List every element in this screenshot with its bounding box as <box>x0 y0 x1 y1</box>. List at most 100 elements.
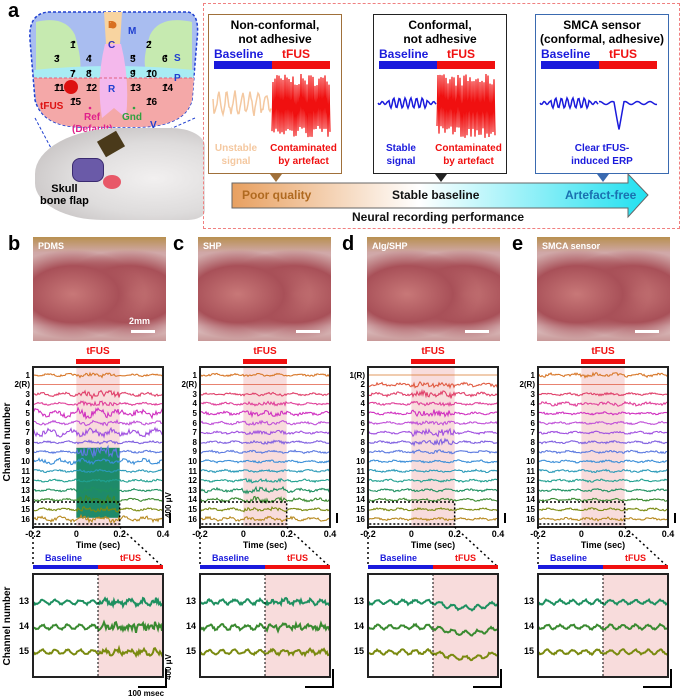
channel-label: 8 <box>25 437 30 447</box>
tfus-label: tFUS <box>287 553 308 563</box>
channel-trace <box>537 420 669 426</box>
panel-label: d <box>342 233 355 255</box>
tfus-label: tFUS <box>253 346 277 357</box>
channel-label: 13 <box>356 485 365 495</box>
region-label: P <box>174 73 181 84</box>
channel-trace <box>32 644 164 659</box>
channel-label: 1 <box>25 370 30 380</box>
channel-trace <box>537 622 669 632</box>
zoom-plot <box>537 573 669 678</box>
channel-trace <box>32 505 164 513</box>
tfus-label: tFUS <box>282 47 310 61</box>
channel-label: 5 <box>530 408 535 418</box>
channel-trace <box>32 406 164 420</box>
gnd-label: Gnd <box>122 112 142 123</box>
electrode-label: 16 <box>146 97 158 108</box>
channel-label: 6 <box>25 418 30 428</box>
tfus-bar <box>265 565 330 569</box>
scale-bar <box>131 330 155 333</box>
channel-label: 11 <box>356 466 365 476</box>
channel-trace <box>367 449 499 455</box>
electrode-label: 15 <box>70 97 82 108</box>
baseline-label: Baseline <box>550 553 588 563</box>
voltage-scale-bar <box>169 513 171 523</box>
channel-trace <box>367 459 499 464</box>
channel-trace <box>537 430 669 435</box>
electrode-dot <box>88 54 92 58</box>
time-scale-bar <box>138 686 165 688</box>
ref-label: Ref <box>84 112 101 123</box>
brain-photo <box>198 237 331 341</box>
channel-trace <box>367 478 499 483</box>
x-axis-label: Time (sec) <box>75 540 121 550</box>
voltage-scale-bar <box>500 669 502 688</box>
channel-trace <box>367 468 499 474</box>
case-title: SMCA sensor (conformal, adhesive) <box>539 18 665 46</box>
tfus-label: tFUS <box>609 47 637 61</box>
channel-label: 9 <box>192 447 197 457</box>
arrow-caption: Neural recording performance <box>352 210 525 224</box>
y-axis-label: Channel number <box>2 402 13 482</box>
channel-label: 2(R) <box>519 380 535 390</box>
baseline-bar <box>33 565 98 569</box>
zoom-connector <box>199 526 331 568</box>
electrode-label: 7 <box>70 69 76 80</box>
x-tick-label: 0.4 <box>323 529 337 539</box>
channel-label: 12 <box>526 476 535 486</box>
channel-label: 6 <box>192 418 197 428</box>
pointer-triangle <box>435 174 447 182</box>
channel-trace <box>537 459 669 464</box>
channel-trace <box>32 478 164 483</box>
electrode-dot <box>132 69 136 73</box>
channel-trace <box>32 426 164 439</box>
channel-label: 14 <box>356 495 365 505</box>
channel-trace <box>199 449 331 455</box>
rat-eye <box>103 175 121 189</box>
electrode-dot <box>88 83 92 87</box>
channel-label: 14 <box>18 621 29 631</box>
voltage-scale-bar <box>336 513 338 523</box>
channel-trace <box>32 457 164 466</box>
channel-label: 10 <box>21 456 30 466</box>
zoom-plot <box>32 573 164 678</box>
tfus-spot <box>64 80 78 94</box>
tfus-shade <box>411 367 455 527</box>
x-axis-label: Time (sec) <box>410 540 456 550</box>
channel-label: 14 <box>523 621 534 631</box>
channel-label: 14 <box>185 621 196 631</box>
channel-trace <box>537 400 669 407</box>
channel-trace <box>32 444 164 459</box>
pointer-triangle <box>270 174 282 182</box>
trace-plot <box>537 366 669 528</box>
channel-trace <box>199 515 331 523</box>
region-S-left <box>36 20 81 72</box>
tfus-bar <box>581 359 625 364</box>
electrode-dot <box>56 54 60 58</box>
channel-label: 9 <box>25 447 30 457</box>
electrode-dot <box>148 69 152 73</box>
channel-trace <box>537 371 669 379</box>
electrode-label: 11 <box>54 83 65 94</box>
skull-label: Skull bone flap <box>40 183 89 207</box>
arrow-left-label: Poor quality <box>242 188 312 202</box>
tfus-bar <box>411 359 455 364</box>
channel-label: 5 <box>25 408 30 418</box>
channel-label: 9 <box>360 447 365 457</box>
arrow-middle-label: Stable baseline <box>392 188 480 202</box>
voltage-scale-bar <box>504 513 506 523</box>
zoom-region <box>32 501 121 525</box>
channel-trace <box>199 485 331 495</box>
electrode-label: 3 <box>54 54 60 65</box>
scale-bar <box>635 330 659 333</box>
note-right: Contaminated by artefact <box>435 143 502 167</box>
channel-trace <box>199 410 331 419</box>
zoom-plot <box>367 573 499 678</box>
tfus-label: tFUS <box>40 101 64 112</box>
baseline-label: Baseline <box>45 553 83 563</box>
schematic-signal <box>212 74 331 138</box>
electrode-label: 8 <box>86 69 92 80</box>
channel-label: 16 <box>188 514 197 524</box>
channel-label: 12 <box>356 476 365 486</box>
electrode-dot <box>56 83 60 87</box>
